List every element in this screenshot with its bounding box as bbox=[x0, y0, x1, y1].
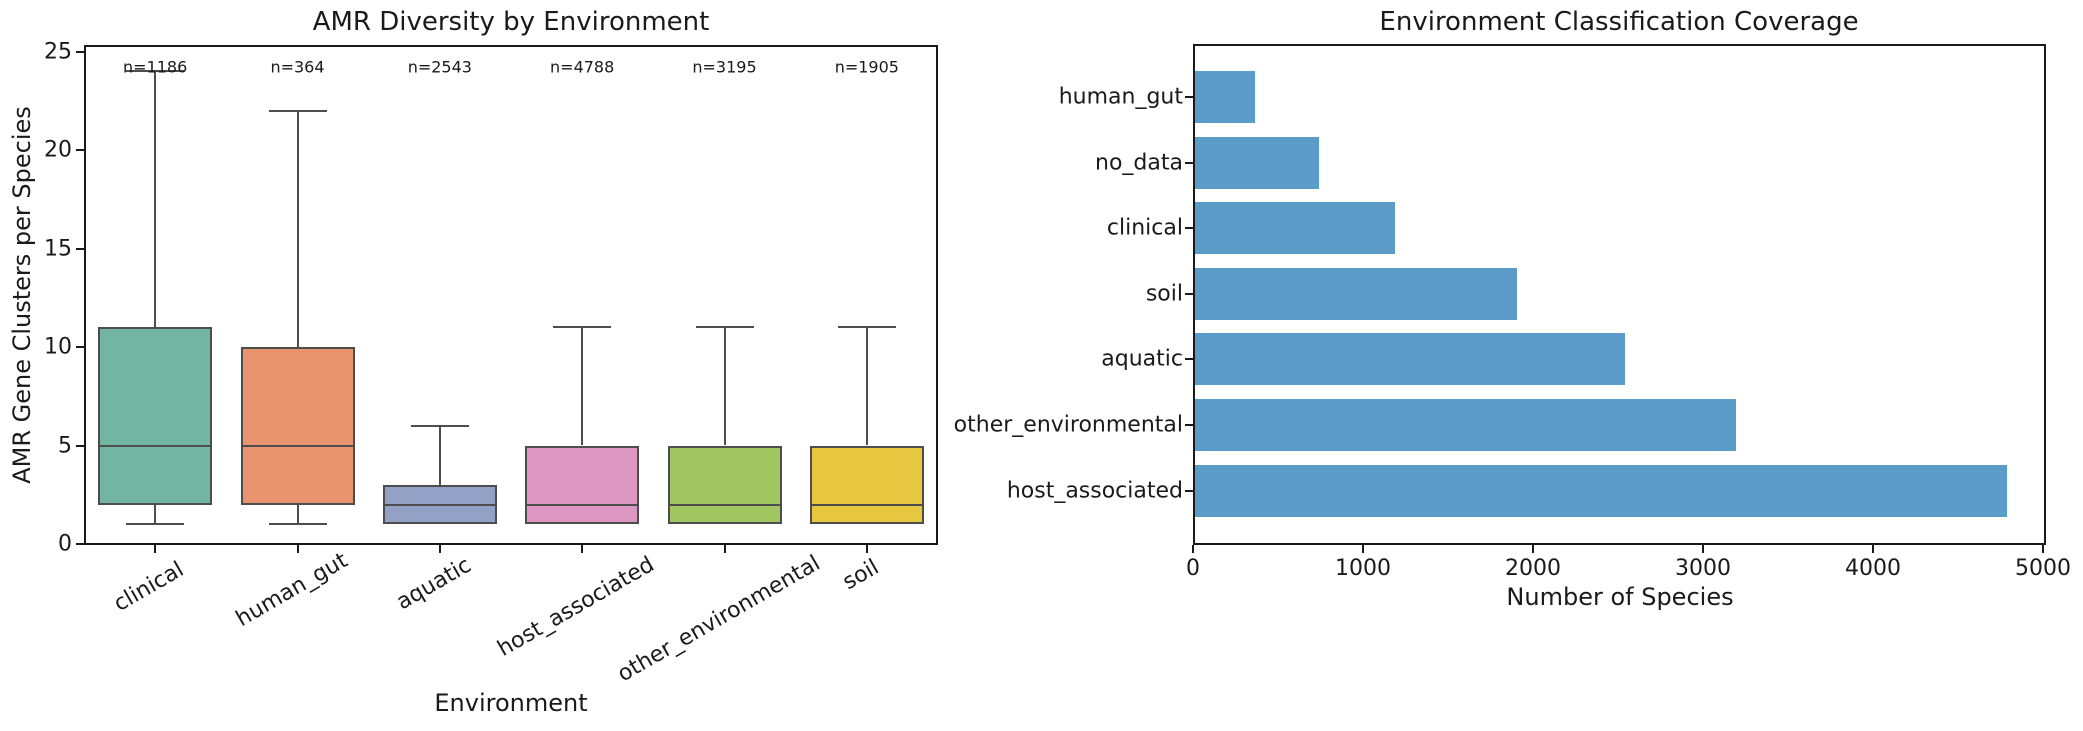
x-tick-mark bbox=[1362, 545, 1364, 553]
box-soil bbox=[809, 445, 924, 525]
bar-aquatic bbox=[1195, 333, 1626, 386]
bar-soil bbox=[1195, 267, 1517, 320]
n-annotation: n=1186 bbox=[123, 57, 188, 77]
barchart-title: Environment Classification Coverage bbox=[1379, 7, 1859, 37]
whisker-line bbox=[154, 504, 157, 525]
barchart-x-axis-label: Number of Species bbox=[1506, 583, 1734, 611]
n-annotation: n=2543 bbox=[407, 57, 472, 77]
median-line bbox=[527, 503, 638, 506]
x-tick-label: 0 bbox=[1186, 556, 1200, 581]
whisker-line bbox=[723, 327, 726, 446]
x-tick-mark bbox=[723, 545, 726, 553]
y-tick-mark bbox=[76, 149, 84, 151]
x-category-label: soil bbox=[838, 554, 884, 595]
whisker-line bbox=[296, 504, 299, 525]
x-tick-mark bbox=[1532, 545, 1534, 553]
y-tick-label: 5 bbox=[58, 433, 72, 458]
x-category-label: human_gut bbox=[231, 547, 352, 632]
n-annotation: n=1905 bbox=[834, 57, 899, 77]
y-category-label: aquatic bbox=[1101, 346, 1183, 372]
y-tick-mark bbox=[1185, 358, 1193, 361]
whisker-cap bbox=[837, 326, 896, 329]
y-category-label: host_associated bbox=[1006, 478, 1183, 504]
whisker-cap bbox=[553, 326, 612, 329]
median-line bbox=[384, 503, 495, 506]
y-tick-label: 25 bbox=[44, 39, 72, 64]
median-line bbox=[669, 503, 780, 506]
x-tick-mark bbox=[2042, 545, 2044, 553]
boxplot-y-axis-label: AMR Gene Clusters per Species bbox=[8, 106, 36, 484]
x-tick-mark bbox=[296, 545, 299, 553]
x-tick-label: 5000 bbox=[2015, 556, 2071, 581]
box-clinical bbox=[98, 327, 213, 505]
bar-no_data bbox=[1195, 136, 1320, 189]
x-tick-mark bbox=[438, 545, 441, 553]
y-tick-mark bbox=[76, 50, 84, 53]
y-tick-mark bbox=[1185, 227, 1193, 230]
y-tick-mark bbox=[76, 543, 84, 545]
whisker-cap bbox=[268, 109, 327, 112]
y-tick-mark bbox=[1185, 292, 1193, 295]
whisker-cap bbox=[695, 326, 754, 329]
y-tick-mark bbox=[1185, 424, 1193, 426]
median-line bbox=[100, 444, 211, 447]
x-tick-label: 2000 bbox=[1505, 556, 1561, 581]
x-tick-mark bbox=[154, 545, 157, 553]
x-tick-label: 4000 bbox=[1845, 556, 1901, 581]
y-tick-label: 15 bbox=[44, 236, 72, 261]
whisker-line bbox=[438, 425, 441, 485]
whisker-line bbox=[865, 327, 868, 446]
boxplot-title: AMR Diversity by Environment bbox=[312, 7, 710, 37]
y-tick-label: 20 bbox=[44, 137, 72, 163]
x-tick-mark bbox=[1872, 545, 1874, 553]
n-annotation: n=3195 bbox=[692, 57, 757, 77]
x-tick-mark bbox=[581, 545, 584, 553]
bar-clinical bbox=[1195, 202, 1395, 255]
y-category-label: other_environmental bbox=[953, 412, 1183, 438]
y-category-label: no_data bbox=[1095, 150, 1183, 176]
y-tick-mark bbox=[76, 346, 84, 348]
x-tick-mark bbox=[1192, 545, 1194, 553]
boxplot-plot-frame bbox=[84, 45, 938, 545]
whisker-cap bbox=[126, 523, 185, 526]
whisker-cap bbox=[410, 424, 469, 427]
y-tick-mark bbox=[76, 444, 84, 447]
y-tick-label: 0 bbox=[58, 531, 72, 557]
y-category-label: human_gut bbox=[1058, 84, 1183, 110]
bar-other_environmental bbox=[1195, 399, 1737, 451]
x-tick-label: 3000 bbox=[1675, 556, 1731, 581]
whisker-line bbox=[296, 110, 299, 347]
bar-human_gut bbox=[1195, 71, 1255, 123]
boxplot-x-axis-label: Environment bbox=[434, 689, 588, 717]
y-tick-mark bbox=[1185, 96, 1193, 98]
x-category-label: host_associated bbox=[493, 552, 659, 663]
y-tick-mark bbox=[76, 247, 84, 250]
bar-host_associated bbox=[1195, 464, 2007, 517]
x-category-label: clinical bbox=[109, 556, 189, 617]
y-tick-label: 10 bbox=[44, 334, 72, 360]
y-tick-mark bbox=[1185, 161, 1193, 164]
box-other_environmental bbox=[667, 445, 782, 525]
barchart-plot-frame bbox=[1193, 44, 2046, 545]
x-tick-mark bbox=[1702, 545, 1704, 553]
y-tick-mark bbox=[1185, 489, 1193, 492]
whisker-line bbox=[154, 71, 157, 328]
median-line bbox=[811, 503, 922, 506]
whisker-cap bbox=[268, 523, 327, 526]
x-tick-label: 1000 bbox=[1335, 556, 1391, 581]
whisker-cap bbox=[126, 70, 185, 73]
median-line bbox=[242, 444, 353, 447]
y-category-label: soil bbox=[1145, 281, 1183, 307]
whisker-line bbox=[581, 327, 584, 446]
n-annotation: n=364 bbox=[270, 57, 325, 77]
box-host_associated bbox=[525, 445, 640, 525]
y-category-label: clinical bbox=[1106, 215, 1183, 241]
x-category-label: aquatic bbox=[392, 552, 476, 615]
x-tick-mark bbox=[865, 545, 868, 553]
box-human_gut bbox=[240, 347, 355, 505]
n-annotation: n=4788 bbox=[550, 57, 615, 77]
